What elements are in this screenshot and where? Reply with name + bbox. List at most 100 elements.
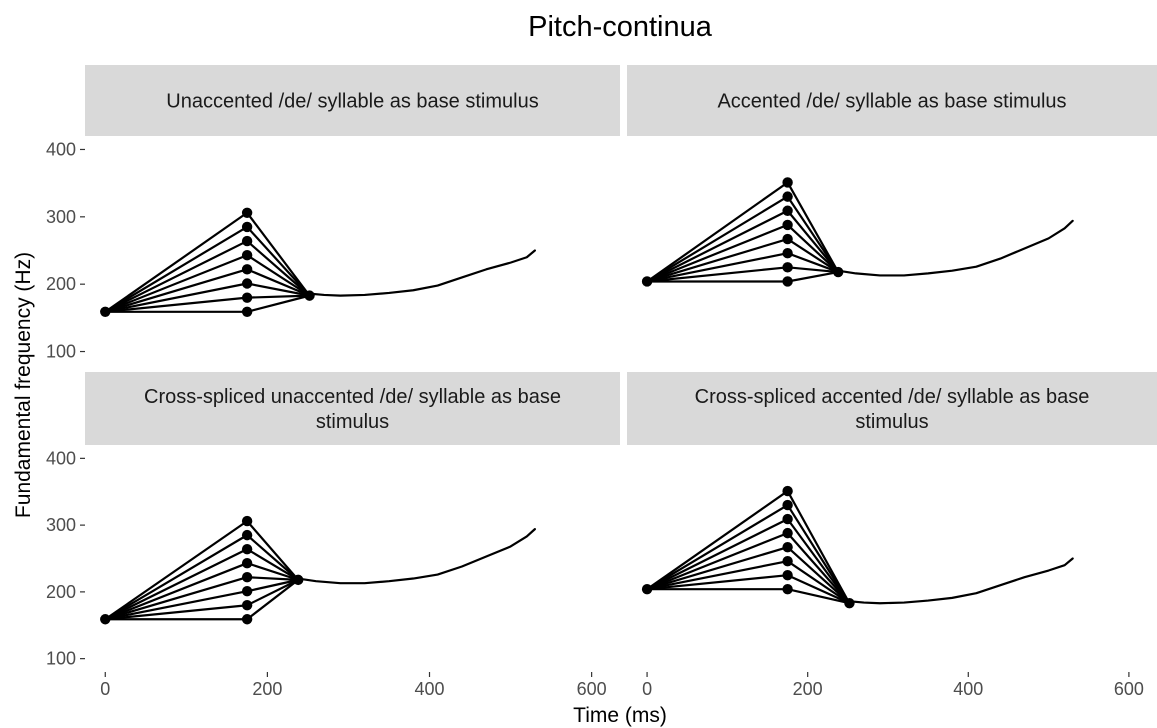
strip-label: stimulus [855,411,928,433]
fall-segment [246,226,311,297]
end-point [292,574,304,586]
strip-label: Cross-spliced unaccented /de/ syllable a… [144,386,561,408]
fall-segment [787,238,839,273]
rise-segment [646,266,788,283]
fall-segment [786,224,839,273]
start-point [100,614,111,625]
chart-title: Pitch-continua [528,11,713,43]
start-point [100,306,111,317]
strip-label: Accented /de/ syllable as base stimulus [717,91,1066,113]
rise-segment [646,560,788,591]
panel-grid: Unaccented /de/ syllable as base stimulu… [46,65,1157,699]
x-tick-label: 400 [414,679,444,699]
rise-segment [646,195,789,283]
fall-segment [786,560,851,605]
rise-segment [104,548,248,621]
fall-segment [786,196,840,273]
pitch-contour-line [308,249,536,297]
pitch-contour-line [837,219,1074,277]
rise-segment [646,237,788,283]
fall-segment [246,268,310,297]
panel-p1: Unaccented /de/ syllable as base stimulu… [46,65,620,362]
end-point [304,290,315,301]
strip-background [627,65,1157,136]
y-tick-label: 100 [46,649,76,669]
peak-point [241,278,253,289]
peak-point [241,557,253,569]
fall-segment [786,210,840,273]
rise-segment [104,534,248,621]
end-point [844,598,855,609]
pitch-contour-line [848,557,1074,605]
start-point [641,584,653,595]
peak-point [782,233,793,245]
x-tick-label: 600 [1114,679,1144,699]
rise-segment [646,209,789,283]
peak-point [241,292,253,303]
peak-point [782,513,793,525]
fall-segment [787,574,850,605]
y-tick-label: 300 [46,515,76,535]
fall-segment [787,270,839,283]
peak-point [241,264,253,275]
rise-segment [105,296,248,313]
panel-p4: Cross-spliced accented /de/ syllable as … [627,372,1157,699]
peak-point [241,207,253,218]
x-axis-title: Time (ms) [573,704,667,727]
fall-segment [786,504,851,604]
pitch-contour-line [297,528,536,585]
strip-background [85,372,620,445]
strip-label: Unaccented /de/ syllable as base stimulu… [166,91,538,113]
y-tick-label: 200 [46,582,76,602]
fall-segment [787,588,850,605]
peak-point [241,571,253,583]
peak-point [782,205,793,216]
y-tick-label: 400 [46,139,76,159]
x-tick-label: 0 [100,679,110,699]
fall-segment [246,534,299,581]
peak-point [241,306,253,317]
rise-segment [646,252,788,283]
fall-segment [246,578,299,593]
fall-segment [247,294,310,299]
rise-segment [105,590,248,621]
rise-segment [646,574,788,591]
x-tick-label: 0 [642,679,652,699]
panel-p3: Cross-spliced unaccented /de/ syllable a… [46,372,620,699]
end-point [832,266,844,278]
peak-point [782,499,793,511]
fall-segment [787,252,839,274]
fall-segment [246,254,311,297]
fall-segment [246,294,310,313]
peak-point [782,555,793,567]
peak-point [241,235,253,247]
fall-segment [786,490,851,604]
peak-point [782,262,793,273]
rise-segment [104,268,248,313]
y-tick-label: 200 [46,274,76,294]
rise-segment [104,240,248,313]
rise-segment [646,518,789,591]
rise-segment [104,576,248,621]
x-tick-label: 600 [577,679,607,699]
start-point [641,276,653,287]
rise-segment [104,520,248,621]
peak-point [782,527,793,539]
fall-segment [786,181,840,273]
peak-point [782,247,793,259]
fall-segment [246,578,299,607]
peak-point [782,569,793,581]
x-tick-label: 200 [252,679,282,699]
rise-segment [104,562,248,621]
fall-segment [786,532,851,604]
fall-segment [786,518,851,604]
strip-label: stimulus [316,411,389,433]
fall-segment [246,562,299,581]
peak-point [782,584,793,595]
rise-segment [646,490,789,591]
x-tick-label: 400 [953,679,983,699]
peak-point [241,586,253,597]
strip-background [627,372,1157,445]
panel-p2: Accented /de/ syllable as base stimulus [627,65,1157,287]
